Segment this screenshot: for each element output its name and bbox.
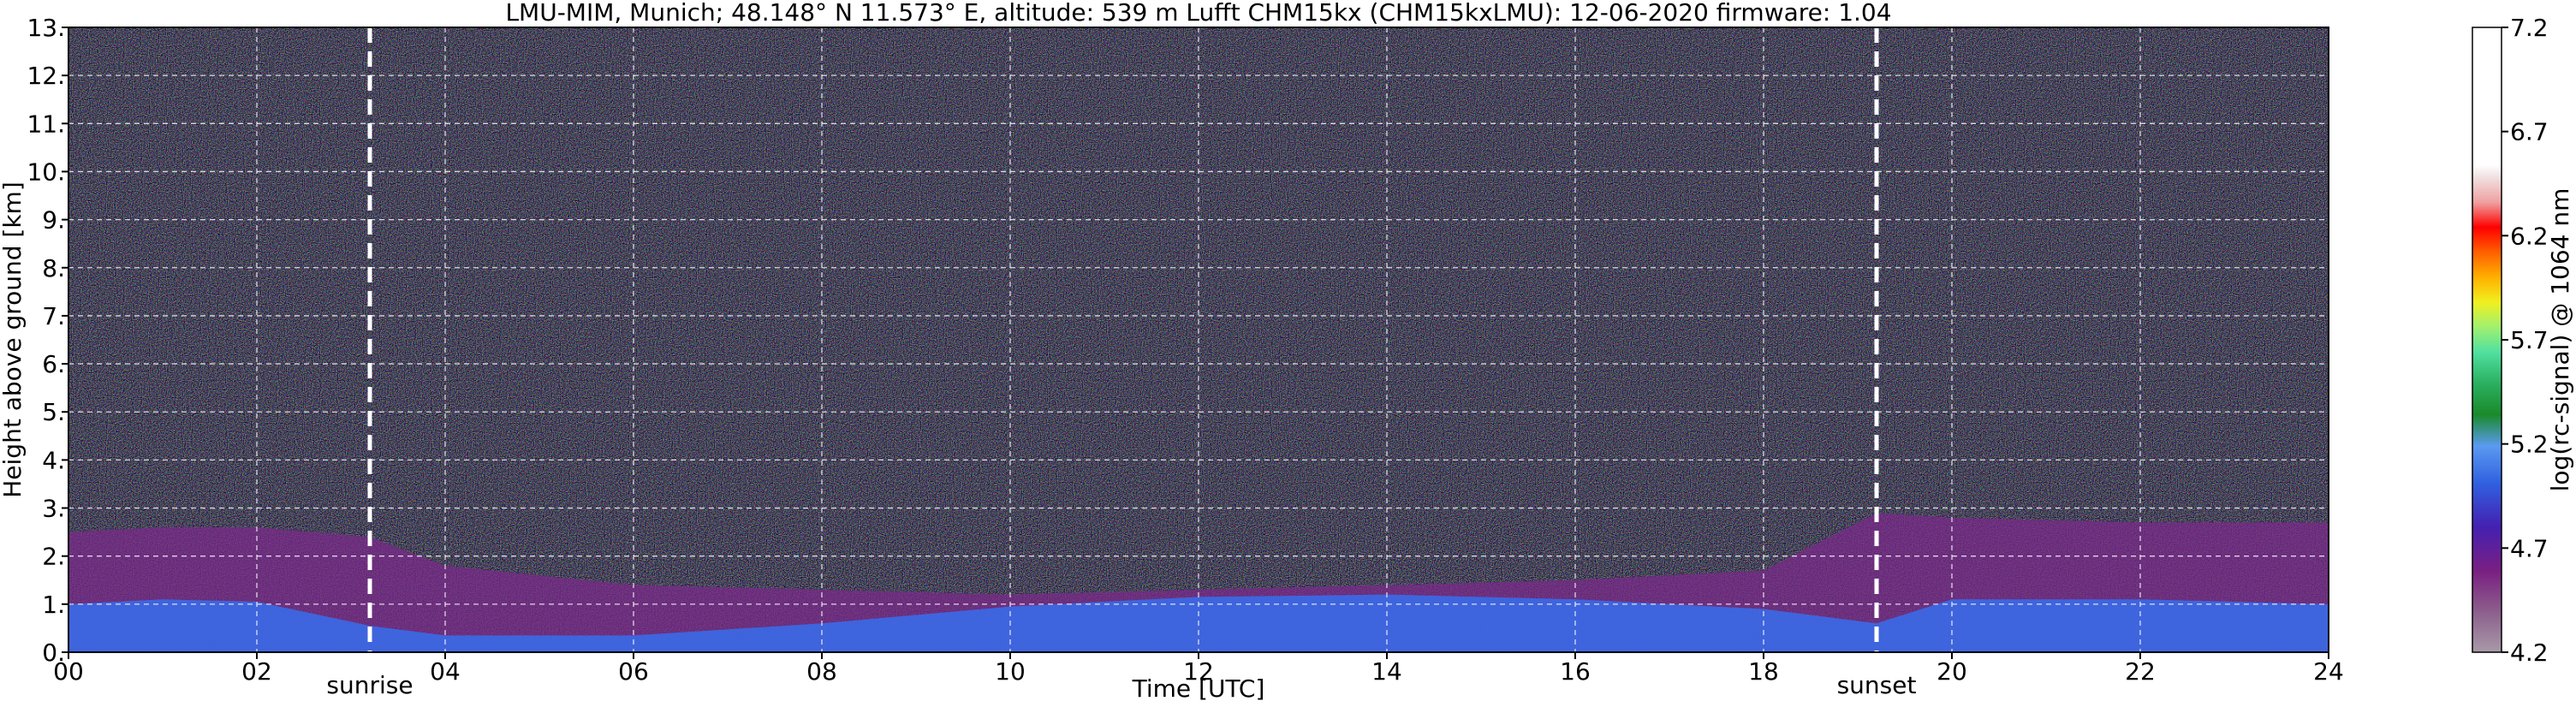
colorbar-tick-label: 6.2: [2510, 222, 2549, 250]
colorbar-tick-label: 4.2: [2510, 639, 2549, 667]
x-tick-label: 22: [2125, 657, 2156, 686]
colorbar-gradient: [2472, 27, 2502, 653]
y-tick-label: 11.: [27, 110, 65, 138]
x-tick-label: 18: [1748, 657, 1779, 686]
y-tick-label: 4.: [42, 446, 65, 474]
plot-area: [68, 27, 2329, 653]
colorbar-label: log(rc-signal) @ 1064 nm: [2546, 188, 2574, 492]
x-tick-label: 16: [1560, 657, 1591, 686]
colorbar-tick-label: 5.7: [2510, 326, 2549, 354]
x-tick-label: 14: [1371, 657, 1402, 686]
y-tick-label: 1.: [42, 591, 65, 619]
y-tick-label: 13.: [27, 14, 65, 42]
x-tick-label: 02: [241, 657, 272, 686]
y-tick-label: 7.: [42, 302, 65, 330]
x-tick-label: 20: [1936, 657, 1967, 686]
x-tick-label: 08: [806, 657, 837, 686]
colorbar: 4.2 4.7 5.2 5.7 6.2 6.7 7.2 log(rc-signal) @ 1…: [2472, 14, 2574, 667]
x-tick-label: 10: [995, 657, 1026, 686]
x-tick-label: 04: [430, 657, 461, 686]
sunset-label: sunset: [1837, 671, 1917, 699]
y-tick-label: 3.: [42, 495, 65, 523]
x-tick-label: 24: [2313, 657, 2344, 686]
colorbar-tick-label: 4.7: [2510, 534, 2549, 562]
x-tick-label: 00: [53, 657, 84, 686]
y-tick-label: 5.: [42, 398, 65, 426]
x-tick-label: 06: [618, 657, 649, 686]
y-tick-label: 9.: [42, 206, 65, 235]
colorbar-tick-label: 7.2: [2510, 14, 2549, 42]
y-tick-label: 2.: [42, 543, 65, 571]
colorbar-tick-label: 6.7: [2510, 118, 2549, 146]
y-tick-label: 8.: [42, 254, 65, 282]
x-axis-label: Time [UTC]: [1132, 674, 1265, 703]
x-tick-label: 12: [1183, 657, 1214, 686]
colorbar-tick-label: 5.2: [2510, 431, 2549, 459]
y-tick-label: 12.: [27, 62, 65, 90]
y-tick-label: 10.: [27, 157, 65, 186]
y-tick-label: 6.: [42, 350, 65, 378]
y-tick-label: 0.: [42, 639, 65, 667]
chart-title: LMU-MIM, Munich; 48.148° N 11.573° E, al…: [505, 0, 1891, 27]
y-axis-label: Height above ground [km]: [0, 181, 27, 498]
sunrise-label: sunrise: [326, 671, 413, 699]
